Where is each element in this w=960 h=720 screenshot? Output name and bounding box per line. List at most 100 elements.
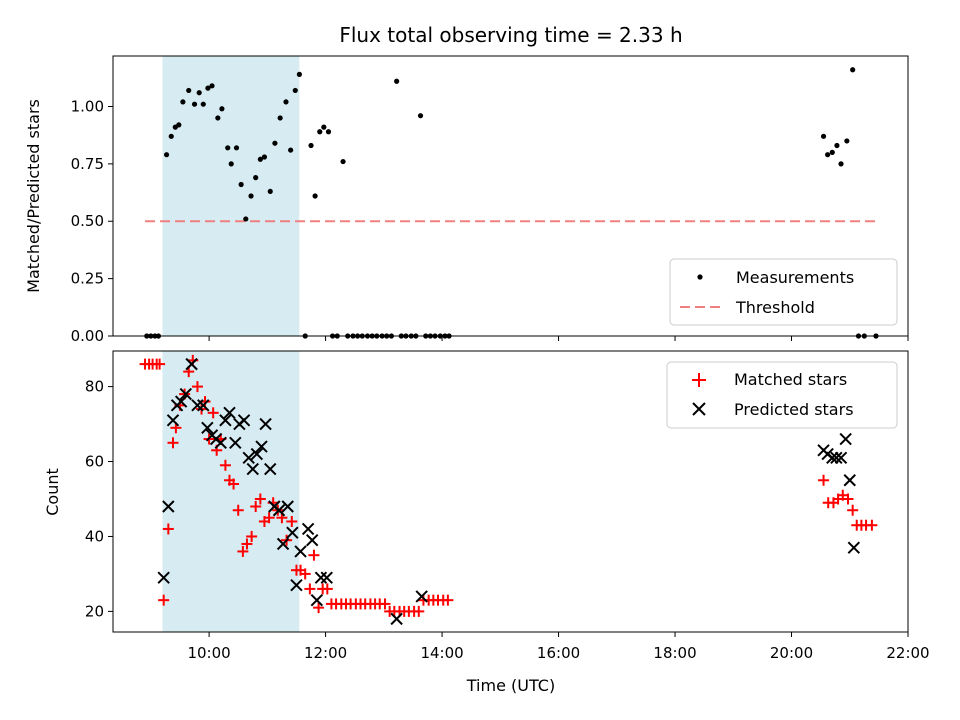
y-tick-label: 0.75 <box>71 155 104 173</box>
y-tick-label: 20 <box>85 602 104 620</box>
legend-threshold-label: Threshold <box>735 298 815 317</box>
bottom-axes-frame <box>112 350 909 633</box>
matched-star-point <box>818 474 830 486</box>
predicted-star-point <box>390 612 403 626</box>
measurement-point <box>277 115 283 121</box>
matched-star-point <box>263 512 275 524</box>
predicted-star-point <box>185 357 198 371</box>
matched-star-point <box>413 605 425 617</box>
predicted-star-point <box>255 440 268 453</box>
measurement-point <box>215 115 221 121</box>
matched-star-point <box>866 519 878 531</box>
matched-star-point <box>313 602 325 614</box>
predicted-star-point <box>839 432 852 446</box>
matched-star-point <box>254 493 266 505</box>
measurement-point <box>168 133 174 139</box>
measurement-point <box>820 133 827 139</box>
predicted-stars-points <box>157 357 861 626</box>
predicted-star-point <box>320 571 333 584</box>
matched-star-point <box>158 594 170 606</box>
x-tick-label: 16:00 <box>537 644 580 662</box>
legend-measurements-marker-icon <box>697 274 703 280</box>
measurement-point <box>253 175 259 181</box>
predicted-star-point <box>237 414 251 427</box>
measurement-point <box>829 149 835 155</box>
matched-star-point <box>207 407 219 419</box>
top-y-axis-label: Matched/Predicted stars <box>24 99 43 293</box>
predicted-star-point <box>415 590 428 603</box>
y-tick-label: 0.25 <box>71 270 104 288</box>
measurement-point <box>417 113 424 119</box>
matched-star-point <box>241 538 253 550</box>
measurement-point <box>321 124 327 130</box>
matched-star-point <box>321 583 333 595</box>
predicted-star-point <box>264 462 277 476</box>
measurement-point <box>233 145 240 151</box>
predicted-star-point <box>314 571 328 584</box>
measurement-point <box>292 87 298 94</box>
measurement-point <box>317 129 323 135</box>
x-tick-label: 22:00 <box>886 644 929 662</box>
measurement-point <box>834 142 840 149</box>
predicted-star-point <box>286 526 299 539</box>
measurement-point <box>394 78 400 84</box>
predicted-star-point <box>246 462 259 476</box>
measurement-point <box>200 101 206 107</box>
predicted-star-point <box>191 399 204 412</box>
measurement-point <box>296 71 302 77</box>
top-legend: Measurements Threshold <box>669 258 898 326</box>
matched-star-point <box>237 545 249 557</box>
predicted-star-point <box>162 500 175 513</box>
predicted-star-point <box>843 474 856 487</box>
matched-star-point <box>154 358 166 370</box>
y-tick-label: 0.00 <box>71 327 104 345</box>
measurement-point <box>228 161 234 167</box>
measurement-point <box>312 193 318 199</box>
predicted-star-point <box>214 436 227 450</box>
y-tick-label: 60 <box>85 453 104 471</box>
measurement-point <box>850 67 856 73</box>
matched-star-point <box>246 530 258 542</box>
predicted-star-point <box>242 451 255 464</box>
predicted-star-point <box>830 451 843 464</box>
chart-title: Flux total observing time = 2.33 h <box>339 23 682 47</box>
matched-star-point <box>167 437 179 449</box>
predicted-star-point <box>201 421 214 435</box>
measurement-point <box>844 138 850 144</box>
measurement-point <box>191 101 198 107</box>
predicted-star-point <box>276 537 290 551</box>
top-ticks: 0.00 0.25 0.50 0.75 1.00 <box>71 97 909 345</box>
bottom-ticks: 10:00 12:00 14:00 16:00 18:00 20:00 22:00 20 40 6… <box>85 378 930 662</box>
matched-star-point <box>304 583 316 595</box>
x-tick-label: 14:00 <box>420 644 463 662</box>
matched-star-point <box>847 504 859 516</box>
y-tick-label: 0.50 <box>71 212 104 230</box>
predicted-star-point <box>223 406 236 420</box>
legend-measurements-label: Measurements <box>736 268 854 287</box>
matched-star-point <box>250 500 262 512</box>
measurement-point <box>825 152 831 158</box>
predicted-star-point <box>272 504 286 517</box>
measurement-point <box>209 83 215 89</box>
bottom-y-axis-label: Count <box>43 468 62 516</box>
measurement-point <box>340 158 346 165</box>
x-tick-label: 20:00 <box>770 644 813 662</box>
predicted-star-point <box>174 395 188 408</box>
top-shaded-span <box>162 56 300 336</box>
predicted-star-point <box>179 387 193 401</box>
measurement-point <box>196 90 202 96</box>
measurement-point <box>219 106 225 112</box>
measurement-point <box>838 161 844 167</box>
predicted-star-point <box>197 399 210 412</box>
matched-star-point <box>219 459 231 471</box>
measurement-point <box>186 87 192 94</box>
x-tick-label: 18:00 <box>653 644 696 662</box>
matched-star-point <box>379 598 391 610</box>
matched-star-point <box>308 549 320 561</box>
y-tick-label: 1.00 <box>71 97 104 115</box>
y-tick-label: 80 <box>85 378 104 396</box>
measurement-point <box>248 193 254 199</box>
measurement-point <box>288 147 294 153</box>
predicted-star-point <box>229 436 242 450</box>
